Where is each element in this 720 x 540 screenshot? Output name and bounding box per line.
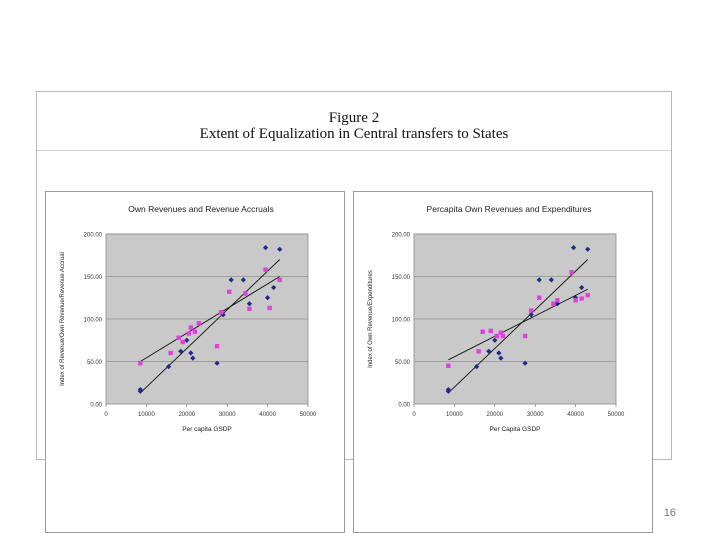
chart-own-revenues-accruals: Own Revenues and Revenue Accruals 0.00 50.…	[60, 204, 317, 433]
x-tick-label: 10000	[446, 412, 463, 418]
point-own-revenues	[492, 337, 498, 343]
point-revenue-accruals	[218, 310, 224, 315]
figure-frame: Figure 2 Extent of Equalization in Centr…	[36, 91, 672, 533]
y-tick-label: 0.00	[398, 403, 410, 409]
figure-title-block: Figure 2 Extent of Equalization in Centr…	[37, 92, 671, 151]
y-tick-label: 50.00	[395, 360, 411, 366]
point-expenditures	[585, 293, 590, 298]
y-tick-label: 0.00	[90, 403, 102, 409]
x-tick-label: 30000	[219, 412, 236, 418]
point-expenditures	[500, 333, 506, 339]
point-own-revenues	[573, 295, 579, 301]
figure-number: Figure 2	[328, 110, 380, 126]
point-own-revenues	[496, 350, 502, 356]
point-revenue-accruals	[168, 350, 173, 356]
x-tick-label: 50000	[608, 412, 625, 418]
point-expenditures	[528, 308, 534, 313]
point-revenue-accruals	[180, 339, 185, 345]
y-axis-label: Index of Own Revenue/Expenditures	[368, 270, 374, 368]
chart-own-revenues-expenditures: Percapita Own Revenues and Expenditures 0…	[368, 204, 625, 433]
y-axis-label: Index of Revenue/Own Revenue/Revenue Acc…	[60, 252, 66, 386]
x-tick-label: 20000	[486, 412, 503, 418]
point-revenue-accruals	[138, 361, 143, 366]
y-tick-label: 100.00	[84, 318, 103, 324]
point-revenue-accruals	[243, 291, 248, 296]
point-expenditures	[498, 330, 504, 335]
x-tick-label: 30000	[527, 412, 544, 418]
trendline-expenditures	[448, 288, 588, 361]
point-expenditures	[446, 363, 451, 368]
point-own-revenues	[445, 388, 451, 394]
point-revenue-accruals	[188, 325, 194, 330]
point-own-revenues	[137, 388, 143, 394]
point-expenditures	[579, 296, 584, 301]
x-axis-label: Per Capita GSDP	[490, 426, 541, 433]
point-own-revenues	[265, 295, 271, 301]
point-expenditures	[573, 298, 578, 303]
point-revenue-accruals	[267, 305, 272, 311]
point-own-revenues	[220, 312, 226, 318]
point-expenditures	[488, 328, 493, 334]
point-expenditures	[480, 329, 485, 334]
point-own-revenues	[486, 348, 492, 354]
point-own-revenues	[188, 350, 194, 356]
point-revenue-accruals	[214, 344, 220, 349]
x-tick-label: 0	[104, 412, 108, 418]
y-tick-label: 200.00	[84, 233, 103, 239]
point-revenue-accruals	[277, 277, 282, 283]
point-revenue-accruals	[192, 329, 198, 334]
point-own-revenues	[528, 312, 534, 318]
x-tick-label: 10000	[138, 412, 155, 418]
trendline-own-revenues	[448, 259, 589, 394]
x-tick-label: 20000	[178, 412, 195, 418]
point-expenditures	[569, 270, 574, 275]
point-revenue-accruals	[263, 267, 268, 272]
x-axis-label: Per capita GSDP	[182, 426, 232, 433]
point-revenue-accruals	[186, 331, 192, 336]
y-tick-label: 200.00	[392, 233, 411, 239]
x-tick-label: 40000	[259, 412, 276, 418]
point-own-revenues	[214, 360, 220, 366]
point-revenue-accruals	[196, 321, 202, 326]
point-expenditures	[551, 301, 556, 306]
y-tick-label: 100.00	[392, 318, 411, 324]
chart-panel-own-revenues-expenditures: Percapita Own Revenues and Expenditures 0…	[353, 191, 653, 533]
point-expenditures	[494, 333, 500, 339]
point-expenditures	[522, 333, 528, 339]
chart-title: Own Revenues and Revenue Accruals	[128, 204, 274, 214]
point-revenue-accruals	[227, 289, 232, 294]
chart-panel-own-revenues-accruals: Own Revenues and Revenue Accruals 0.00 50.…	[45, 191, 345, 533]
trendline-own-revenues	[140, 259, 281, 394]
x-tick-label: 0	[412, 412, 416, 418]
trendline-revenue-accruals	[140, 276, 280, 362]
chart-title: Percapita Own Revenues and Expenditures	[427, 204, 592, 214]
point-own-revenues	[178, 348, 184, 354]
point-own-revenues	[184, 337, 190, 343]
point-own-revenues	[474, 364, 480, 370]
point-expenditures	[537, 295, 542, 300]
point-expenditures	[555, 298, 560, 303]
figure-title: Extent of Equalization in Central transf…	[199, 126, 509, 142]
x-tick-label: 40000	[567, 412, 584, 418]
point-expenditures	[476, 349, 481, 354]
x-tick-label: 50000	[300, 412, 317, 418]
y-tick-label: 50.00	[87, 360, 103, 366]
y-tick-label: 150.00	[392, 275, 411, 281]
point-revenue-accruals	[247, 306, 252, 311]
y-tick-label: 150.00	[84, 275, 103, 281]
point-revenue-accruals	[176, 335, 181, 340]
page-number: 16	[663, 507, 676, 519]
